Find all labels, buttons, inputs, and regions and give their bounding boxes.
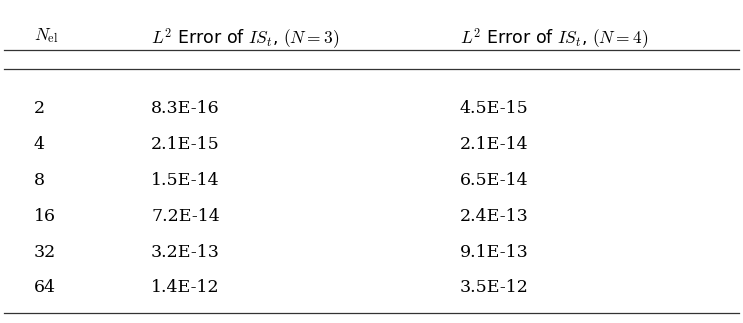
- Text: 2: 2: [33, 100, 45, 117]
- Text: 9.1E-13: 9.1E-13: [460, 244, 528, 261]
- Text: 64: 64: [33, 279, 56, 297]
- Text: 32: 32: [33, 244, 56, 261]
- Text: 4.5E-15: 4.5E-15: [460, 100, 528, 117]
- Text: 7.2E-14: 7.2E-14: [151, 208, 220, 225]
- Text: 16: 16: [33, 208, 56, 225]
- Text: 2.1E-15: 2.1E-15: [151, 136, 220, 153]
- Text: 3.5E-12: 3.5E-12: [460, 279, 528, 297]
- Text: 2.4E-13: 2.4E-13: [460, 208, 528, 225]
- Text: 8: 8: [33, 172, 45, 189]
- Text: 3.2E-13: 3.2E-13: [151, 244, 220, 261]
- Text: 2.1E-14: 2.1E-14: [460, 136, 528, 153]
- Text: 8.3E-16: 8.3E-16: [151, 100, 220, 117]
- Text: 1.4E-12: 1.4E-12: [151, 279, 220, 297]
- Text: 4: 4: [33, 136, 45, 153]
- Text: 1.5E-14: 1.5E-14: [151, 172, 220, 189]
- Text: $L^2$ Error of $IS_t$, $(N = 4)$: $L^2$ Error of $IS_t$, $(N = 4)$: [460, 26, 648, 51]
- Text: 6.5E-14: 6.5E-14: [460, 172, 528, 189]
- Text: $N_{\mathrm{el}}$: $N_{\mathrm{el}}$: [33, 26, 58, 45]
- Text: $L^2$ Error of $IS_t$, $(N = 3)$: $L^2$ Error of $IS_t$, $(N = 3)$: [151, 26, 340, 51]
